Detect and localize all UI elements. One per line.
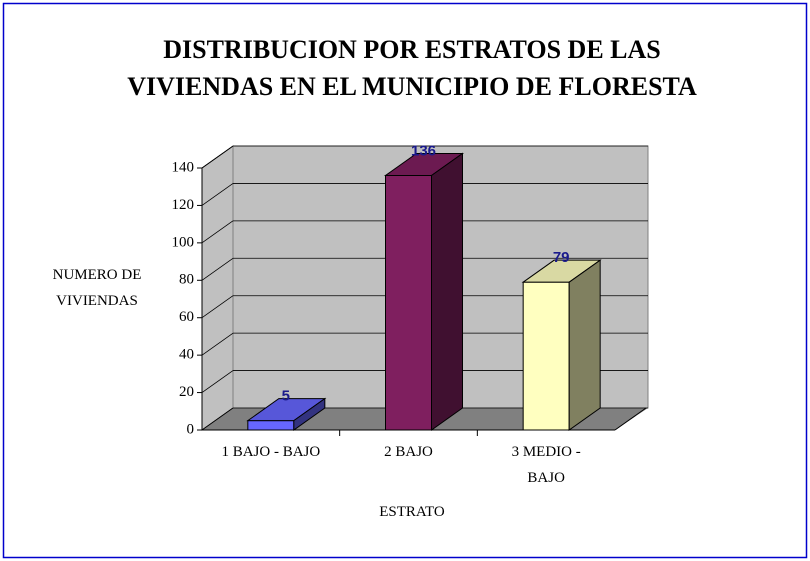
y-tick-label: 60	[179, 309, 194, 325]
y-axis-label: NUMERO DE VIVIENDAS	[52, 267, 142, 309]
bar-front	[385, 174, 432, 431]
grid-line	[201, 295, 234, 319]
x-tick-label: 2 BAJO	[384, 444, 433, 460]
data-label: 136	[411, 142, 436, 159]
data-label: 5	[282, 388, 290, 405]
chart-title: DISTRIBUCION POR ESTRATOS DE LAS VIVIEND…	[127, 35, 697, 101]
x-axis-label: ESTRATO	[379, 504, 445, 520]
grid-line	[201, 257, 234, 281]
y-tick-label: 100	[172, 234, 195, 250]
grid-line	[201, 220, 234, 244]
side-wall	[201, 145, 234, 431]
y-tick-label: 80	[179, 272, 194, 288]
bar-front	[522, 281, 570, 431]
grid-line	[201, 370, 234, 393]
data-label: 79	[553, 249, 570, 266]
x-tick-label: 1 BAJO - BAJO	[221, 444, 321, 460]
bar-front	[247, 420, 295, 431]
grid-line	[201, 332, 234, 356]
y-tick-label: 20	[179, 384, 194, 400]
y-tick-label: 40	[179, 347, 194, 363]
y-tick-label: 0	[187, 421, 195, 437]
bar-side	[431, 152, 463, 431]
bar-side	[568, 259, 601, 431]
grid-line	[201, 145, 234, 169]
bar-side	[293, 397, 326, 431]
floor-edge	[614, 407, 647, 431]
y-tick-label: 140	[172, 159, 195, 175]
grid-line	[201, 183, 234, 206]
grid-line	[201, 407, 234, 431]
y-tick-label: 120	[172, 197, 195, 213]
x-tick-label: 3 MEDIO - BAJO	[511, 444, 581, 486]
